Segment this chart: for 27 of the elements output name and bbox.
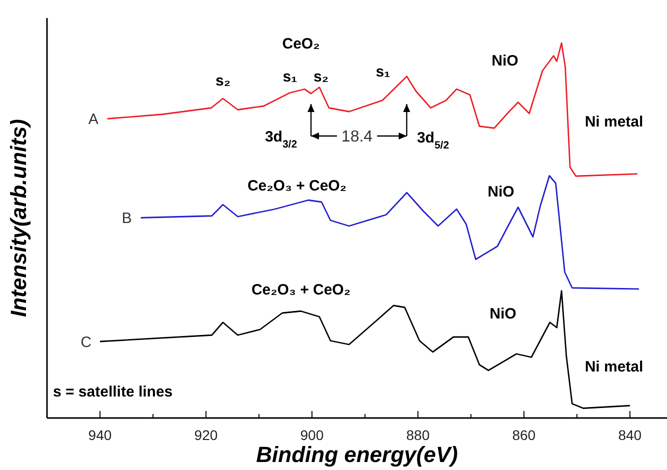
annotation: 18.4 (341, 128, 373, 146)
annotation: Ce₂O₃ + CeO₂ (247, 177, 347, 194)
annotation: 3d$_{5/2}$ (416, 129, 450, 152)
series-label: A (88, 111, 98, 128)
x-tick-label: 880 (406, 427, 430, 443)
annotation: Ce₂O₃ + CeO₂ (251, 281, 351, 298)
annotation: s₂ (313, 68, 329, 86)
annotation: 3d$_{3/2}$ (264, 128, 298, 150)
x-tick-label: 840 (618, 427, 642, 443)
x-tick-label: 940 (88, 427, 112, 443)
annotation: Ni metal (584, 358, 644, 376)
annotation: s₁ (376, 63, 390, 80)
y-axis-title: Intensity(arb.units) (6, 118, 31, 318)
annotation: NiO (492, 52, 519, 70)
annotation: NiO (490, 305, 517, 322)
x-axis-title: Binding energy(eV) (256, 442, 458, 467)
x-tick-label: 920 (194, 427, 218, 443)
annotation: Ni metal (584, 113, 644, 130)
x-tick-label: 860 (512, 427, 536, 443)
annotation: s = satellite lines (53, 383, 173, 400)
x-tick-label: 900 (300, 427, 324, 443)
annotation: s₂ (215, 72, 231, 90)
annotation: NiO (488, 183, 515, 200)
annotation: s₁ (282, 68, 298, 86)
series-label: B (122, 210, 132, 227)
series-label: C (80, 334, 92, 351)
annotation: CeO₂ (282, 35, 320, 52)
